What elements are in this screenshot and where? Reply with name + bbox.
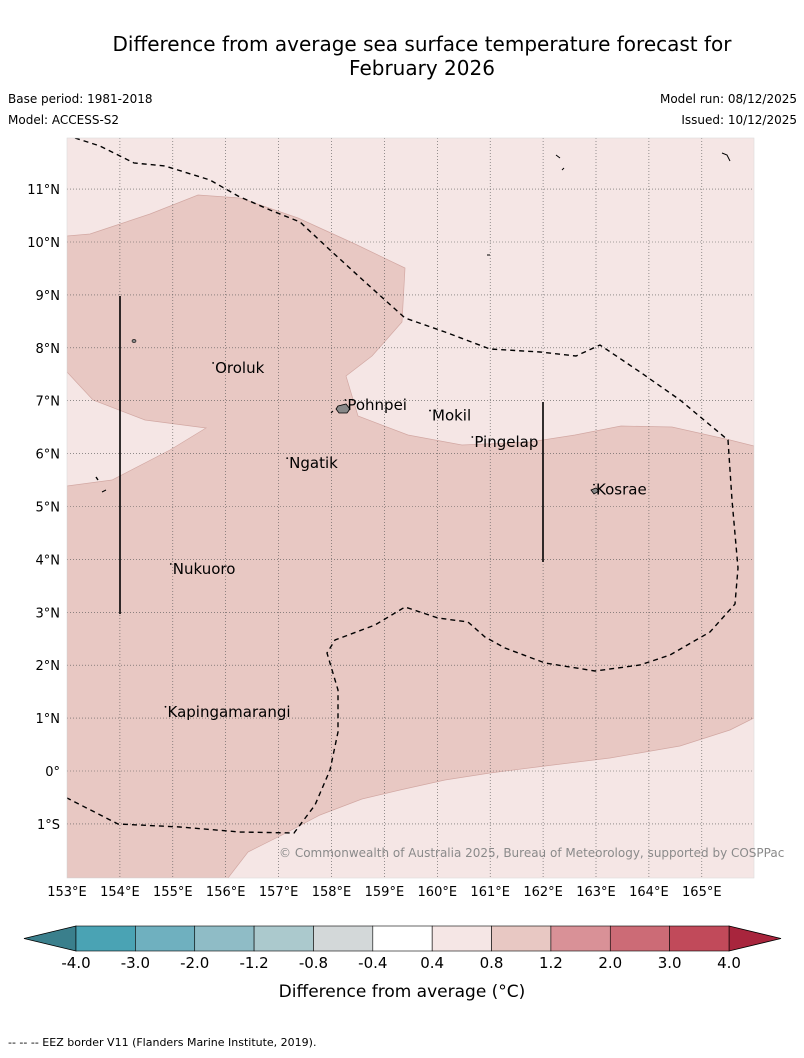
- place-marker-mokil: [429, 409, 431, 412]
- title-line-2: February 2026: [349, 56, 495, 80]
- colorbar-segment-3: [253, 925, 314, 952]
- colorbar-tick-10: 3.0: [658, 954, 682, 972]
- colorbar-segment-0: [75, 925, 136, 952]
- island-small: [131, 339, 137, 343]
- place-marker-oroluk: [212, 362, 215, 364]
- lat-label-0: 0°: [45, 765, 60, 780]
- map-frame: [66, 137, 755, 879]
- lon-label-158: 158°E: [312, 885, 352, 900]
- lon-label-161: 161°E: [470, 885, 510, 900]
- island-pohnpei: [335, 403, 351, 414]
- map-title: Difference from average sea surface temp…: [60, 32, 784, 80]
- colorbar-tick-2: -2.0: [180, 954, 209, 972]
- lat-label-10: 10°N: [27, 236, 60, 251]
- eez-borders: [67, 138, 739, 834]
- lat-label-1: 1°N: [36, 712, 61, 727]
- lat-label-4: 4°N: [36, 553, 61, 568]
- lon-label-160: 160°E: [418, 885, 458, 900]
- lat-label-11: 11°N: [27, 183, 60, 198]
- colorbar-under-arrow: [23, 925, 77, 952]
- lon-label-163: 163°E: [576, 885, 616, 900]
- lon-label-154: 154°E: [100, 885, 140, 900]
- colorbar-segment-7: [491, 925, 552, 952]
- lon-label-159: 159°E: [365, 885, 405, 900]
- colorbar-title: Difference from average (°C): [279, 982, 526, 1002]
- eez-border-north: [67, 138, 739, 834]
- lon-label-156: 156°E: [206, 885, 246, 900]
- anomaly-region-north: [67, 194, 754, 878]
- colorbar-tick-1: -3.0: [121, 954, 150, 972]
- lon-label-165: 165°E: [682, 885, 722, 900]
- colorbar-tick-8: 1.2: [539, 954, 563, 972]
- place-marker-kosrae: [593, 483, 595, 486]
- model-name: Model: ACCESS-S2: [8, 113, 120, 127]
- place-label-oroluk: Oroluk: [215, 359, 264, 377]
- colorbar-segment-9: [609, 925, 670, 952]
- place-marker-nukuoro: [169, 563, 172, 565]
- island-kosrae: [590, 487, 600, 495]
- colorbar-tick-3: -1.2: [239, 954, 268, 972]
- colorbar-segment-4: [313, 925, 374, 952]
- place-marker-ngatik: [286, 457, 289, 460]
- lat-label-2: 2°N: [36, 659, 61, 674]
- place-label-kosrae: Kosrae: [596, 481, 647, 499]
- latitude-labels: 11°N 10°N 9°N 8°N 7°N 6°N 5°N 4°N 3°N 2°N 1°N 0° 1°S: [27, 183, 60, 833]
- eez-border-island: [95, 476, 99, 481]
- lon-label-164: 164°E: [629, 885, 669, 900]
- colorbar-segment-5: [372, 925, 433, 952]
- colorbar-tick-11: 4.0: [717, 954, 741, 972]
- colorbar-tick-4: -0.8: [299, 954, 328, 972]
- place-label-nukuoro: Nukuoro: [173, 560, 236, 578]
- issued-date: Issued: 10/12/2025: [681, 113, 797, 127]
- colorbar: -4.0 -3.0 -2.0 -1.2 -0.8 -0.4 0.4 0.8 1.2 2.0 3.0 4…: [23, 925, 782, 972]
- title-line-1: Difference from average sea surface temp…: [112, 32, 732, 56]
- lon-label-153: 153°E: [47, 885, 87, 900]
- place-marker-pingelap: [471, 436, 474, 438]
- graticule: [67, 138, 754, 878]
- lat-label-9: 9°N: [36, 289, 61, 304]
- lat-label-8: 8°N: [36, 342, 61, 357]
- colorbar-over-arrow: [728, 925, 782, 952]
- colorbar-tick-9: 2.0: [598, 954, 622, 972]
- colorbar-tick-6: 0.4: [420, 954, 444, 972]
- lon-label-162: 162°E: [523, 885, 563, 900]
- colorbar-segment-1: [135, 925, 196, 952]
- place-label-pohnpei: Pohnpei: [347, 396, 407, 414]
- place-marker-pohnpei: [344, 399, 347, 401]
- longitude-labels: 153°E 154°E 155°E 156°E 157°E 158°E 159°E 160°E…: [47, 885, 721, 900]
- place-label-pingelap: Pingelap: [474, 433, 538, 451]
- lat-label-5: 5°N: [36, 501, 61, 516]
- model-run: Model run: 08/12/2025: [659, 92, 797, 106]
- eez-footnote: -- -- -- EEZ border V11 (Flanders Marine…: [8, 1036, 317, 1049]
- lat-label-6: 6°N: [36, 448, 61, 463]
- place-label-ngatik: Ngatik: [289, 454, 338, 472]
- lon-label-157: 157°E: [259, 885, 299, 900]
- colorbar-segment-8: [550, 925, 611, 952]
- colorbar-tick-5: -0.4: [358, 954, 387, 972]
- lat-label-3: 3°N: [36, 606, 61, 621]
- atolls: [101, 152, 731, 493]
- colorbar-tick-0: -4.0: [61, 954, 90, 972]
- colorbar-segment-10: [669, 925, 730, 952]
- place-label-mokil: Mokil: [432, 407, 471, 425]
- colorbar-tick-7: 0.8: [480, 954, 504, 972]
- copyright-credit: © Commonwealth of Australia 2025, Bureau…: [279, 846, 784, 860]
- islands: [101, 152, 731, 495]
- place-label-kapingamarangi: Kapingamarangi: [168, 703, 291, 721]
- lat-label-7: 7°N: [36, 395, 61, 410]
- colorbar-segment-2: [194, 925, 255, 952]
- place-marker-kapingamarangi: [164, 705, 167, 708]
- lon-label-155: 155°E: [153, 885, 193, 900]
- colorbar-segment-6: [431, 925, 492, 952]
- base-period: Base period: 1981-2018: [8, 92, 153, 106]
- lat-label--1: 1°S: [37, 818, 60, 833]
